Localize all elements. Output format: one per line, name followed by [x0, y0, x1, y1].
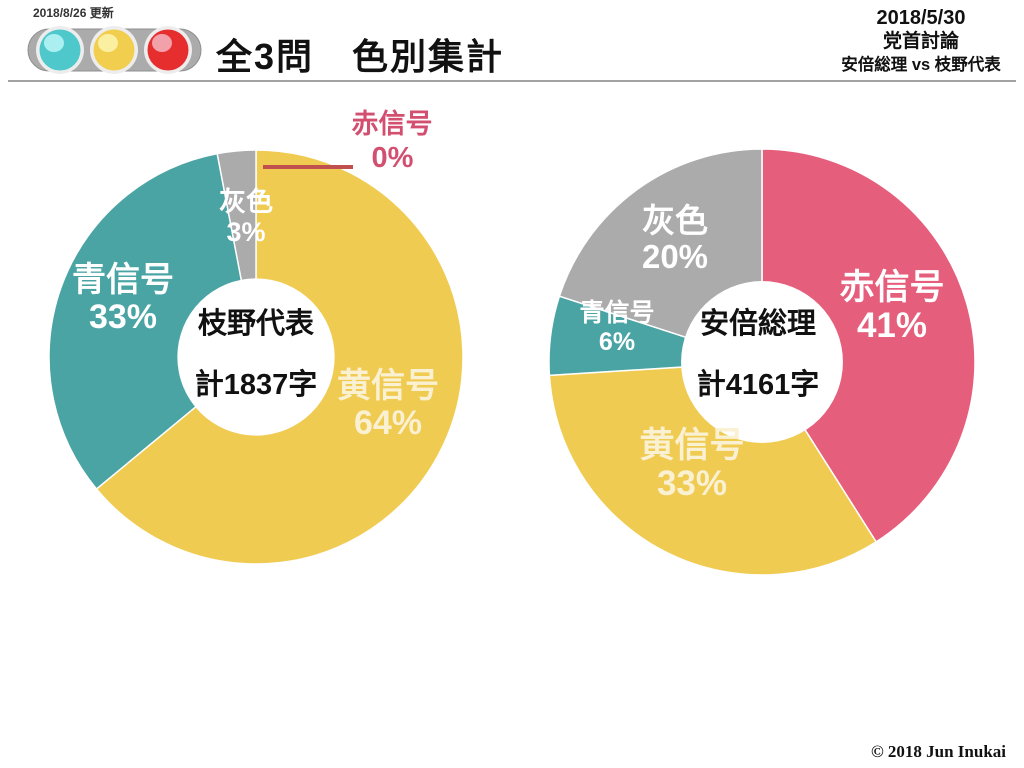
donut-hole: [177, 278, 335, 436]
event-participants: 安倍総理 vs 枝野代表: [841, 56, 1001, 74]
slice-label-red-abe: 赤信号 41%: [839, 268, 945, 345]
traffic-lamp-blue: [36, 26, 84, 74]
traffic-lamp-red: [144, 26, 192, 74]
chart-center-name-edano: 枝野代表: [197, 308, 314, 340]
updated-date: 2018/8/26 更新: [33, 6, 114, 20]
slice-label-gray-abe: 灰色 20%: [641, 202, 709, 275]
page-title: 全3問 色別集計: [215, 36, 505, 77]
chart-center-name-abe: 安倍総理: [699, 308, 816, 340]
donut-chart-abe: [549, 149, 975, 575]
red-callout-leader-line: [263, 165, 353, 169]
chart-center-total-abe: 計4161字: [696, 369, 820, 401]
header-divider: [8, 80, 1016, 82]
event-date: 2018/5/30: [876, 7, 966, 29]
slice-label-red-edano: 赤信号: [351, 109, 433, 139]
donut-chart-edano: [49, 150, 463, 564]
slice-label-gray-edano: 灰色 3%: [219, 187, 273, 247]
donut-slice-41%: [761, 149, 975, 543]
copyright: © 2018 Jun Inukai: [870, 742, 1006, 761]
slice-label-blue-edano: 青信号 33%: [72, 261, 174, 336]
slice-pct-red-edano: 0%: [371, 142, 414, 174]
event-info: 2018/5/30 党首討論 安倍総理 vs 枝野代表: [821, 6, 1021, 76]
donut-hole: [681, 281, 843, 443]
slice-label-blue-abe: 青信号 6%: [579, 299, 655, 356]
traffic-light-icon: [27, 26, 202, 74]
traffic-lamp-yellow: [90, 26, 138, 74]
event-name: 党首討論: [882, 31, 959, 52]
slice-label-yellow-abe: 黄信号 33%: [639, 426, 745, 503]
donut-slice-33%: [49, 152, 257, 490]
chart-center-total-edano: 計1837字: [194, 369, 318, 401]
slice-label-yellow-edano: 黄信号 64%: [337, 367, 439, 442]
